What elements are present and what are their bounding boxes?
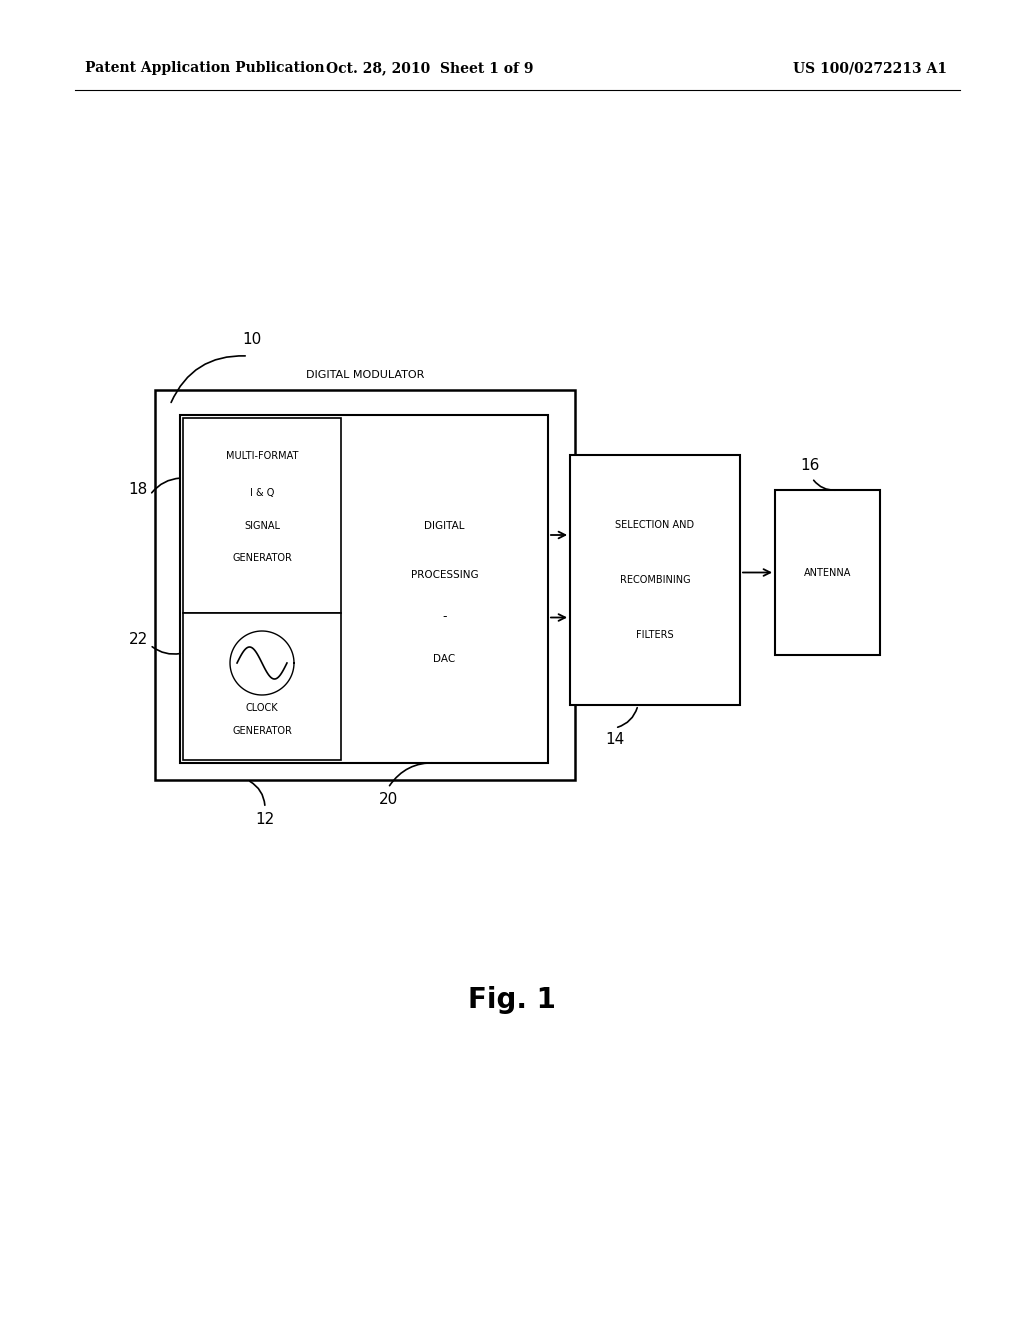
Text: RECOMBINING: RECOMBINING — [620, 576, 690, 585]
Text: -: - — [442, 610, 446, 623]
Bar — [775, 490, 880, 655]
Text: 10: 10 — [243, 333, 261, 347]
Bar — [570, 455, 740, 705]
Text: SIGNAL: SIGNAL — [244, 521, 280, 531]
Text: DIGITAL MODULATOR: DIGITAL MODULATOR — [306, 370, 424, 380]
Text: MULTI-FORMAT: MULTI-FORMAT — [226, 451, 298, 461]
Text: 20: 20 — [379, 792, 397, 808]
Bar — [155, 389, 575, 780]
Bar — [183, 418, 341, 612]
Text: 22: 22 — [128, 632, 147, 648]
Text: 12: 12 — [255, 813, 274, 828]
Text: 18: 18 — [128, 483, 147, 498]
Text: FILTERS: FILTERS — [636, 630, 674, 640]
Text: US 100/0272213 A1: US 100/0272213 A1 — [793, 61, 947, 75]
Text: Fig. 1: Fig. 1 — [468, 986, 556, 1014]
Text: DIGITAL: DIGITAL — [424, 521, 465, 532]
Text: 14: 14 — [605, 733, 625, 747]
Text: ANTENNA: ANTENNA — [804, 568, 851, 578]
Text: DAC: DAC — [433, 653, 456, 664]
Text: GENERATOR: GENERATOR — [232, 553, 292, 564]
Text: SELECTION AND: SELECTION AND — [615, 520, 694, 531]
Text: Oct. 28, 2010  Sheet 1 of 9: Oct. 28, 2010 Sheet 1 of 9 — [327, 61, 534, 75]
Text: GENERATOR: GENERATOR — [232, 726, 292, 737]
Text: 16: 16 — [801, 458, 819, 473]
Bar — [180, 414, 548, 763]
Bar — [183, 612, 341, 760]
Text: Patent Application Publication: Patent Application Publication — [85, 61, 325, 75]
Text: I & Q: I & Q — [250, 488, 274, 498]
Text: CLOCK: CLOCK — [246, 704, 279, 713]
Text: PROCESSING: PROCESSING — [411, 570, 478, 579]
